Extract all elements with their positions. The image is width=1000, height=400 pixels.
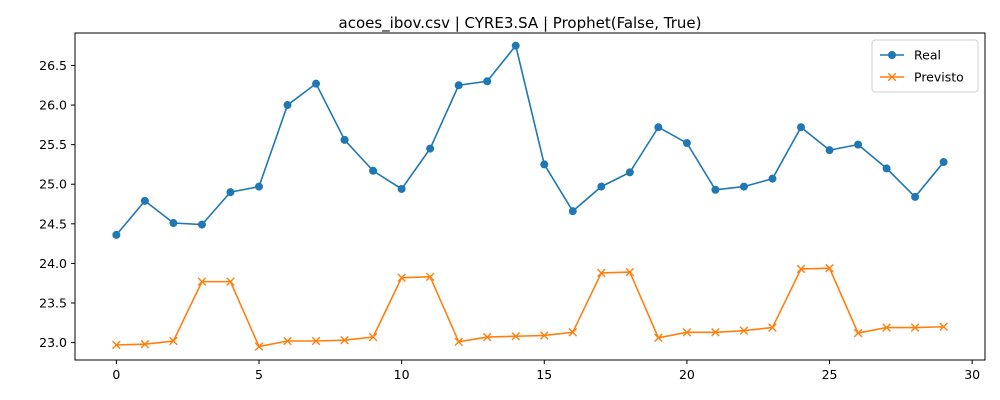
data-point-previsto	[910, 323, 920, 332]
data-point-previsto	[682, 327, 692, 337]
data-point-real	[226, 188, 235, 197]
data-point-previsto	[454, 337, 463, 347]
y-tick-label: 25.5	[39, 137, 67, 152]
data-point-real	[112, 230, 121, 239]
axes-frame	[74, 32, 986, 361]
legend: Real Previsto	[871, 39, 979, 93]
data-point-previsto	[112, 340, 121, 350]
axes: 0 5 10 15 20 25 30 23.0 23.5 24.0 24.5 25.0 25.5 26.0…	[39, 58, 980, 382]
data-point-previsto	[568, 327, 578, 337]
data-point-previsto	[368, 332, 378, 342]
data-point-previsto	[311, 336, 321, 346]
data-point-real	[797, 123, 806, 132]
y-tick-label: 24.0	[39, 256, 67, 271]
y-tick-label: 26.5	[39, 58, 67, 73]
data-point-real	[568, 207, 577, 216]
data-point-previsto	[625, 267, 635, 277]
data-point-real	[340, 135, 349, 144]
x-tick-label: 15	[536, 367, 552, 382]
data-point-previsto	[711, 327, 720, 337]
data-point-real	[882, 164, 891, 173]
x-tick-label: 20	[679, 367, 695, 382]
x-tick-label: 10	[394, 367, 410, 382]
data-point-previsto	[768, 323, 777, 332]
data-point-real	[739, 182, 748, 191]
legend-marker-real	[888, 51, 896, 59]
data-point-real	[711, 185, 720, 194]
data-point-real	[654, 123, 663, 132]
data-point-previsto	[340, 335, 349, 345]
data-point-previsto	[169, 336, 178, 346]
data-point-previsto	[397, 273, 406, 282]
plot-area	[112, 41, 948, 351]
data-point-real	[483, 77, 492, 86]
legend-label-real: Real	[914, 48, 941, 63]
data-point-real	[625, 168, 634, 177]
data-point-real	[426, 144, 435, 153]
data-point-real	[511, 41, 520, 50]
legend-marker-previsto	[887, 72, 897, 82]
data-point-real	[597, 182, 606, 191]
data-point-previsto	[425, 272, 435, 282]
legend-box	[871, 39, 979, 93]
data-point-real	[312, 79, 321, 88]
chart-title: acoes_ibov.csv | CYRE3.SA | Prophet(Fals…	[339, 14, 702, 33]
data-point-real	[825, 146, 834, 155]
data-point-previsto	[283, 336, 292, 346]
data-point-previsto	[226, 277, 235, 286]
data-point-real	[939, 158, 948, 167]
y-tick-label: 23.0	[39, 335, 67, 350]
y-tick-label: 24.5	[39, 216, 67, 231]
data-point-real	[911, 192, 920, 201]
data-point-real	[197, 220, 206, 229]
x-tick-label: 0	[112, 367, 120, 382]
data-point-previsto	[796, 264, 806, 274]
data-point-real	[540, 160, 549, 169]
data-point-previsto	[197, 277, 207, 286]
data-point-previsto	[882, 323, 891, 332]
data-point-previsto	[597, 268, 606, 278]
data-point-previsto	[254, 342, 264, 351]
y-tick-label: 25.0	[39, 177, 67, 192]
data-point-real	[768, 174, 777, 183]
data-point-real	[397, 184, 406, 193]
data-point-previsto	[654, 333, 663, 343]
data-point-real	[283, 101, 292, 110]
series-line-real	[115, 43, 945, 236]
x-tick-label: 25	[822, 367, 838, 382]
data-point-real	[454, 81, 463, 90]
data-point-real	[854, 140, 863, 149]
data-point-previsto	[539, 331, 549, 340]
data-point-previsto	[511, 331, 521, 341]
data-point-real	[140, 196, 149, 205]
series-line-previsto	[116, 267, 944, 348]
data-point-previsto	[825, 263, 834, 273]
data-point-previsto	[939, 322, 948, 332]
y-tick-label: 26.0	[39, 98, 67, 113]
data-point-real	[682, 139, 691, 148]
data-point-real	[369, 166, 378, 175]
data-point-previsto	[739, 326, 749, 335]
data-point-previsto	[482, 332, 492, 342]
x-tick-label: 30	[964, 367, 980, 382]
y-tick-label: 23.5	[39, 295, 67, 310]
data-point-previsto	[140, 339, 150, 349]
data-point-real	[254, 182, 263, 191]
data-point-real	[169, 219, 178, 228]
data-point-previsto	[853, 328, 863, 338]
x-tick-label: 5	[255, 367, 263, 382]
legend-label-previsto: Previsto	[914, 70, 964, 85]
